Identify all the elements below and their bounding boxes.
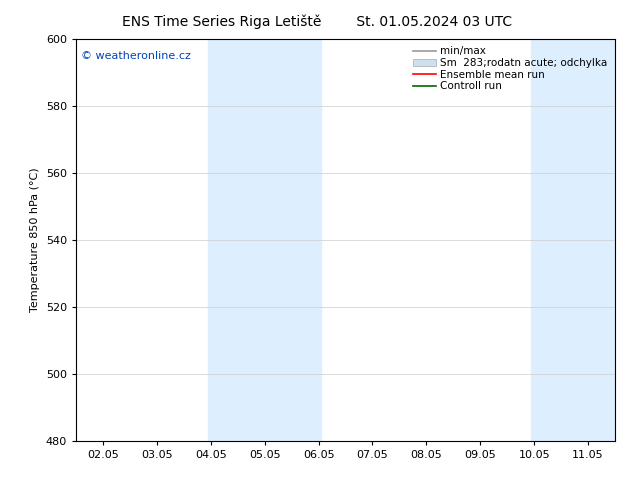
Legend: min/max, Sm  283;rodatn acute; odchylka, Ensemble mean run, Controll run: min/max, Sm 283;rodatn acute; odchylka, … [409, 42, 612, 96]
Text: © weatheronline.cz: © weatheronline.cz [81, 51, 191, 61]
Y-axis label: Temperature 850 hPa (°C): Temperature 850 hPa (°C) [30, 168, 40, 313]
Bar [531, 39, 615, 441]
Bar [208, 39, 321, 441]
Text: ENS Time Series Riga Letiště        St. 01.05.2024 03 UTC: ENS Time Series Riga Letiště St. 01.05.2… [122, 15, 512, 29]
